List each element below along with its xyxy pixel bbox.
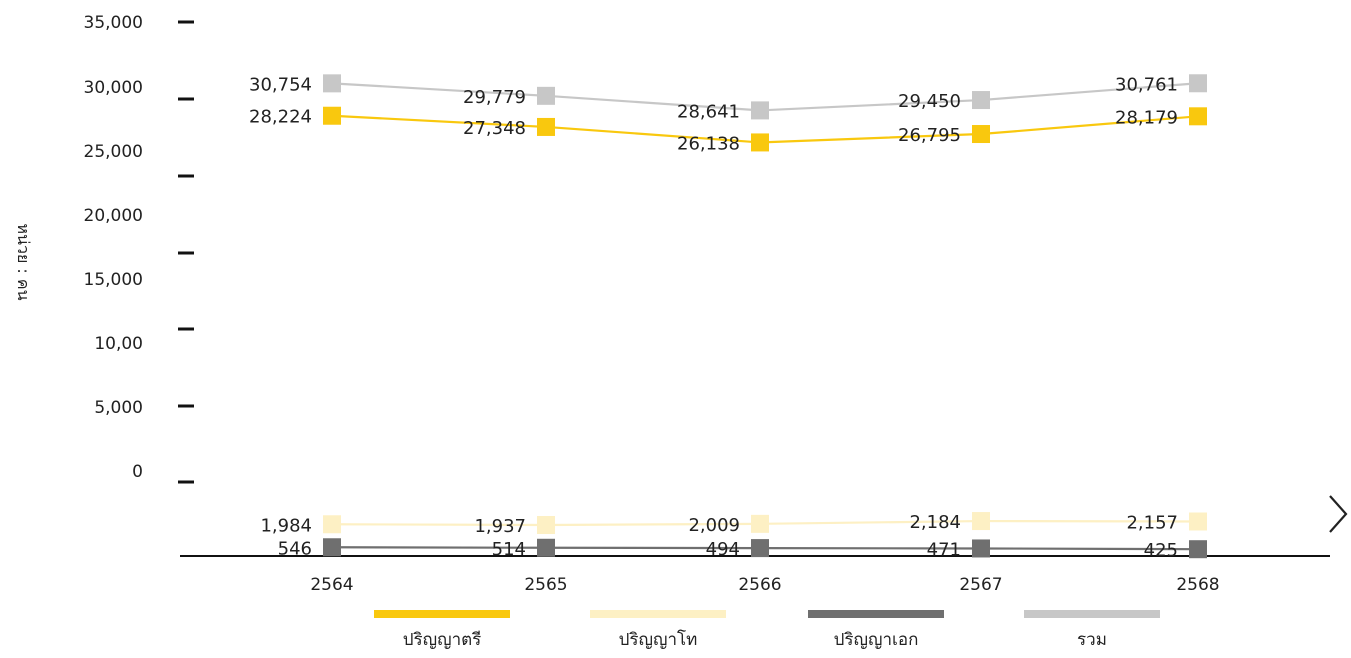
x-tick-label: 2568 [1176, 575, 1219, 595]
data-point-doctoral [537, 538, 555, 557]
data-labels: 30,754 29,779 28,641 29,450 30,761 28,224 27,3… [249, 74, 1178, 561]
line-chart: หน่วย : คน 35,000 30,000 25,000 20,000 15,00… [14, 13, 1330, 595]
legend-label: รวม [1077, 630, 1107, 650]
data-label-master: 2,009 [688, 515, 740, 536]
data-point-doctoral [1189, 540, 1207, 559]
data-point-master [323, 515, 341, 534]
y-axis-title: หน่วย : คน [14, 223, 33, 300]
data-label-bachelor: 27,348 [463, 118, 526, 139]
data-label-doctoral: 514 [492, 539, 526, 560]
data-point-master [537, 516, 555, 535]
x-axis: 2564 2565 2566 2567 2568 [310, 575, 1219, 595]
data-point-total [972, 91, 990, 110]
data-label-bachelor: 28,224 [249, 107, 312, 128]
legend-label: ปริญญาตรี [402, 630, 482, 650]
y-tick-label: 25,000 [84, 142, 143, 162]
data-point-master [751, 514, 769, 533]
legend-item-master: ปริญญาโท [588, 610, 728, 653]
data-label-bachelor: 28,179 [1115, 107, 1178, 128]
data-label-total: 29,779 [463, 87, 526, 108]
y-tick-label: 10,00 [94, 334, 143, 354]
legend-swatch [808, 610, 944, 618]
data-point-master [1189, 512, 1207, 531]
data-point-doctoral [972, 539, 990, 558]
data-point-total [751, 101, 769, 120]
data-label-doctoral: 494 [706, 539, 740, 560]
y-tick-label: 15,000 [84, 270, 143, 290]
x-tick-label: 2565 [524, 575, 567, 595]
y-tick-label: 5,000 [94, 398, 143, 418]
y-tick-label: 30,000 [84, 78, 143, 98]
data-label-master: 2,157 [1126, 512, 1178, 533]
data-point-doctoral [751, 539, 769, 558]
x-tick-label: 2564 [310, 575, 353, 595]
data-label-bachelor: 26,795 [898, 125, 961, 146]
data-label-master: 1,937 [474, 516, 526, 537]
legend-label: ปริญญาโท [618, 630, 698, 650]
data-point-bachelor [1189, 107, 1207, 126]
data-point-total [1189, 74, 1207, 93]
legend-label: ปริญญาเอก [833, 630, 919, 650]
data-label-doctoral: 425 [1144, 540, 1178, 561]
legend-swatch [1024, 610, 1160, 618]
data-point-total [537, 86, 555, 105]
data-point-total [323, 74, 341, 93]
chevron-right-icon[interactable] [1318, 488, 1351, 538]
x-tick-label: 2567 [959, 575, 1002, 595]
legend-swatch [374, 610, 510, 618]
data-label-total: 29,450 [898, 91, 961, 112]
y-tick-label: 20,000 [84, 206, 143, 226]
y-axis: 35,000 30,000 25,000 20,000 15,000 10,00 5,000… [84, 13, 194, 484]
series-lines [331, 82, 1199, 551]
data-label-total: 30,754 [249, 74, 312, 95]
legend-item-bachelor: ปริญญาตรี [372, 610, 512, 653]
y-tick-label: 0 [132, 462, 143, 482]
legend-item-total: รวม [1022, 610, 1162, 653]
data-point-bachelor [751, 133, 769, 152]
data-label-master: 2,184 [909, 512, 961, 533]
y-tick-label: 35,000 [84, 13, 143, 33]
data-point-bachelor [972, 125, 990, 144]
data-point-doctoral [323, 538, 341, 557]
data-label-master: 1,984 [260, 515, 312, 536]
legend-swatch [590, 610, 726, 618]
data-label-total: 28,641 [677, 101, 740, 122]
data-label-bachelor: 26,138 [677, 133, 740, 154]
data-point-master [972, 512, 990, 531]
data-label-total: 30,761 [1115, 74, 1178, 95]
data-label-doctoral: 546 [278, 538, 312, 559]
data-label-doctoral: 471 [927, 539, 961, 560]
legend: ปริญญาตรี ปริญญาโท ปริญญาเอก รวม [0, 610, 1351, 658]
data-point-bachelor [537, 117, 555, 136]
series-markers [323, 74, 1207, 559]
data-point-bachelor [323, 106, 341, 125]
x-tick-label: 2566 [738, 575, 781, 595]
legend-item-doctoral: ปริญญาเอก [806, 610, 946, 653]
